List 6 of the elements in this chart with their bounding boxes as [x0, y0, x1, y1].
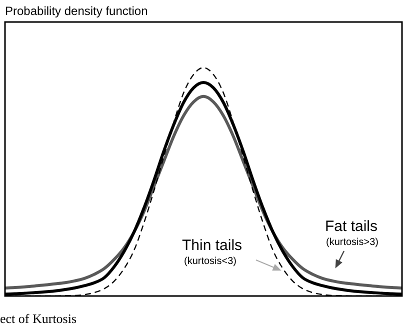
annotation: Fat tails — [325, 218, 378, 235]
text: ect of Kurtosis — [0, 311, 77, 327]
annotation: Thin tails — [182, 237, 242, 254]
chart-title: Probability density function — [5, 4, 148, 18]
annotation: (kurtosis<3) — [184, 256, 237, 267]
annotation: (kurtosis>3) — [326, 237, 379, 248]
